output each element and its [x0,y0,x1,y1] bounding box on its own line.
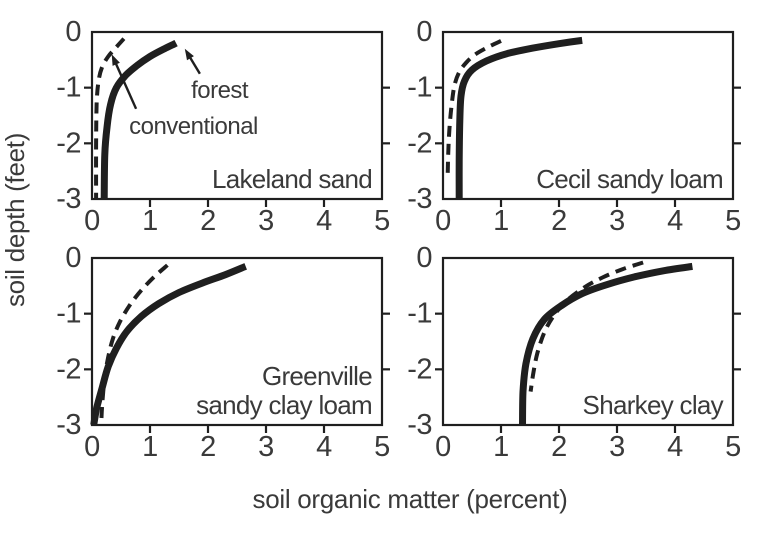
y-tick-label: -3 [407,183,432,215]
y-tick-label: -2 [56,127,81,159]
x-tick-label: 2 [200,205,216,237]
x-tick-label: 3 [258,205,274,237]
y-tick-label: -1 [56,298,81,330]
x-tick-label: 0 [84,431,100,463]
y-tick-label: 0 [416,242,432,274]
y-axis-title: soil depth (feet) [0,133,30,307]
x-tick-label: 3 [609,431,625,463]
cecil-sandy-loam-forest-curve [455,36,583,200]
cecil-sandy-loam-conventional-curve [445,39,502,180]
x-tick-label: 1 [493,431,509,463]
y-tick-label: -2 [56,353,81,385]
x-axis-title: soil organic matter (percent) [253,484,568,514]
chart-cecil-sandy-loam: 0 1 2 3 4 5 0 -1 -2 -3 Cecil sandy loam [407,16,741,237]
soil-name-label: sandy clay loam [196,390,372,420]
sharkey-clay-conventional-curve [528,260,644,392]
x-tick-label: 5 [374,431,390,463]
y-tick-label: -2 [407,353,432,385]
x-tick-label: 3 [258,431,274,463]
y-tick-label: 0 [416,16,432,48]
x-tick-label: 4 [316,205,332,237]
x-tick-label: 0 [84,205,100,237]
y-tick-label: 0 [65,242,81,274]
x-tick-label: 4 [667,205,683,237]
x-tick-label: 3 [609,205,625,237]
y-tick-label: -1 [407,72,432,104]
plot-border [90,30,384,201]
forest-arrowhead [184,48,194,61]
lakeland-sand-conventional-curve [94,37,126,200]
y-tick-label: -1 [56,72,81,104]
annotation-forest: forest [191,77,249,104]
x-tick-label: 4 [667,431,683,463]
x-tick-label: 4 [316,431,332,463]
x-tick-label: 5 [725,205,741,237]
plot-border [90,256,384,427]
chart-sharkey-clay: 0 1 2 3 4 5 0 -1 -2 -3 Sharkey clay [407,242,741,463]
lakeland-sand-forest-curve [100,39,178,200]
y-tick-label: -2 [407,127,432,159]
plot-border [441,30,735,201]
soil-name-label: Cecil sandy loam [536,164,723,194]
x-tick-label: 2 [200,431,216,463]
soil-name-label: Greenville [262,361,372,391]
y-tick-label: -3 [56,409,81,441]
y-tick-label: 0 [65,16,81,48]
x-tick-label: 1 [493,205,509,237]
x-tick-label: 2 [551,431,567,463]
chart-lakeland-sand: 0 1 2 3 4 5 0 -1 -2 -3 Lakeland sand forest conventi… [56,16,390,237]
x-tick-label: 0 [435,205,451,237]
y-tick-label: -3 [407,409,432,441]
conventional-arrow [113,60,138,110]
x-tick-label: 2 [551,205,567,237]
conventional-arrowhead [111,54,120,66]
x-tick-label: 0 [435,431,451,463]
soil-name-label: Sharkey clay [583,390,724,420]
y-tick-label: -1 [407,298,432,330]
annotation-conventional: conventional [129,113,258,140]
x-tick-label: 5 [725,431,741,463]
x-tick-label: 1 [142,431,158,463]
x-tick-label: 1 [142,205,158,237]
soil-name-label: Lakeland sand [212,164,372,194]
greenville-sandy-clay-loam-conventional-curve [99,263,169,423]
x-tick-label: 5 [374,205,390,237]
plot-border [441,256,735,427]
y-tick-label: -3 [56,183,81,215]
